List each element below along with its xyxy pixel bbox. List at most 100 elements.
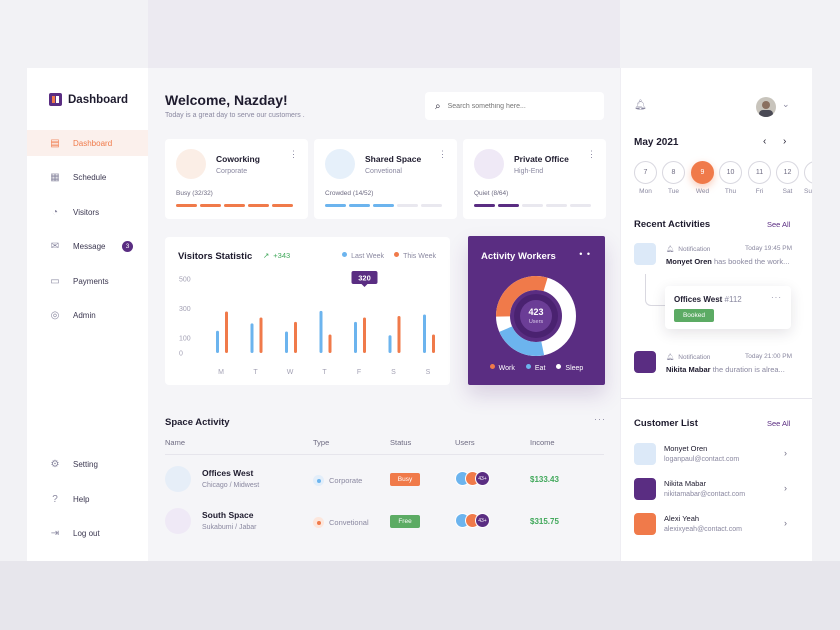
search-box[interactable]: ⌕ [425,92,604,120]
space-name: Shared Space [365,154,422,164]
divider [620,68,621,561]
calendar-month: May 2021 [634,137,679,148]
customer-item[interactable]: Nikita Mabar nikitamabar@contact.com › [634,478,794,502]
sidebar-item-dashboard[interactable]: ▤ Dashboard [27,130,148,156]
activity-workers-card: Activity Workers • • 423 Users Work Eat … [468,236,605,385]
sidebar-item-label: Visitors [73,207,100,217]
main-content: Welcome, Nazday! Today is a great day to… [148,68,620,561]
message-icon: ✉ [50,240,60,252]
calendar-day[interactable]: 10 Thu [719,161,742,195]
table-row[interactable]: Offices West Chicago / Midwest Corporate… [165,465,604,495]
connector-line [645,274,665,306]
calendar-day-selected[interactable]: 9 Wed [691,161,714,195]
avatar [634,351,656,373]
visitors-icon: ◔ [51,206,59,218]
more-icon[interactable]: ⋮ [289,149,298,159]
sidebar-item-help[interactable]: ? Help [27,486,148,512]
section-title: Customer List [634,418,698,429]
chevron-right-icon[interactable]: › [784,518,787,528]
card-icon: ▭ [50,275,60,287]
sidebar-item-visitors[interactable]: ◔ Visitors [27,199,148,225]
calendar-day[interactable]: 7 Mon [634,161,657,195]
activity-text: Nikita Mabar the duration is alrea... [666,365,785,374]
legend-item: Last Week [342,252,384,260]
more-icon[interactable]: • • [579,249,591,259]
bar-this-week [328,334,332,353]
divider [165,454,604,455]
activity-time: Today 19:45 PM [745,245,792,252]
sidebar-item-payments[interactable]: ▭ Payments [27,268,148,294]
visitors-chart-card: Visitors Statistic ↗ +343 Last Week This… [165,237,450,385]
bar-this-week [397,316,401,353]
see-all-link[interactable]: See All [767,419,791,428]
column-header-type[interactable]: Type [313,438,330,447]
calendar-day[interactable]: 8 Tue [662,161,685,195]
section-title: Recent Activities [634,219,711,230]
more-icon[interactable]: ··· [594,414,606,424]
status-badge: Booked [674,309,714,322]
column-header-name[interactable]: Name [165,438,186,447]
user-avatars: 43+ [455,513,490,528]
sidebar-item-label: Log out [73,528,100,538]
chevron-right-icon[interactable]: › [783,136,787,147]
legend-item: Eat [525,364,545,372]
calendar-day[interactable]: 13Sun [804,161,812,195]
booking-card[interactable]: Offices West #112 ··· Booked [665,286,791,329]
calendar-day[interactable]: 12 Sat [776,161,799,195]
donut-segment-eat [496,276,576,356]
chevron-right-icon[interactable]: › [784,483,787,493]
x-tick-label: S [426,369,431,376]
avatar[interactable] [756,97,776,117]
bar-this-week [225,311,228,353]
gear-icon: ⚙ [50,458,60,470]
sidebar-item-logout[interactable]: ⇥ Log out [27,520,148,546]
sidebar-item-label: Setting [73,459,98,469]
card-title: Activity Workers [481,251,556,262]
bar-last-week [388,335,392,353]
avatar [634,513,656,535]
customer-email: loganpaul@contact.com [664,456,740,463]
sidebar-item-schedule[interactable]: ▦ Schedule [27,164,148,190]
column-header-income[interactable]: Income [530,438,555,447]
table-row[interactable]: South Space Sukabumi / Jabar Convetional… [165,507,604,537]
more-icon[interactable]: ⋮ [587,149,596,159]
calendar-day[interactable]: 11 Fri [748,161,771,195]
page-subtitle: Today is a great day to serve our custom… [165,112,305,119]
space-card-shared[interactable]: Shared Space Convetional ⋮ Crowded (14/5… [314,139,457,219]
customer-item[interactable]: Alexi Yeah alexixyeah@contact.com › [634,513,794,537]
sidebar-item-admin[interactable]: ◎ Admin [27,302,148,328]
space-type: Corporate [313,475,362,486]
notification-label: 🔔︎ Notification [666,245,711,254]
search-input[interactable] [447,102,588,110]
space-card-coworking[interactable]: Coworking Corporate ⋮ Busy (32/32) [165,139,308,219]
booking-title: Offices West #112 [674,295,742,304]
bar-last-week [285,331,288,353]
bar-last-week [354,321,357,353]
chevron-left-icon[interactable]: ‹ [763,136,767,147]
chevron-down-icon[interactable]: ⌄ [782,99,790,109]
sidebar-item-label: Schedule [73,172,107,182]
column-header-users[interactable]: Users [455,438,475,447]
sidebar-item-setting[interactable]: ⚙ Setting [27,451,148,477]
type-dot-icon [313,517,324,528]
bell-icon[interactable]: 🔔︎ [634,100,647,111]
space-avatar [165,508,191,534]
space-type: Convetional [313,517,369,528]
space-type: Convetional [365,168,402,175]
space-avatar [165,466,191,492]
chart-legend: Last Week This Week [342,252,436,260]
page-title: Welcome, Nazday! [165,92,288,108]
more-icon[interactable]: ··· [771,293,782,302]
bar-this-week [294,321,297,353]
customer-item[interactable]: Monyet Oren loganpaul@contact.com › [634,443,794,467]
more-icon[interactable]: ⋮ [438,149,447,159]
trend-indicator: ↗ +343 [263,251,290,260]
space-card-private[interactable]: Private Office High-End ⋮ Quiet (8/64) [463,139,606,219]
sidebar-item-message[interactable]: ✉ Message 3 [27,233,148,259]
column-header-status[interactable]: Status [390,438,412,447]
bar-this-week [259,317,263,353]
see-all-link[interactable]: See All [767,220,791,229]
chevron-right-icon[interactable]: › [784,448,787,458]
logo[interactable]: Dashboard [49,93,128,106]
customer-name: Nikita Mabar [664,479,707,488]
